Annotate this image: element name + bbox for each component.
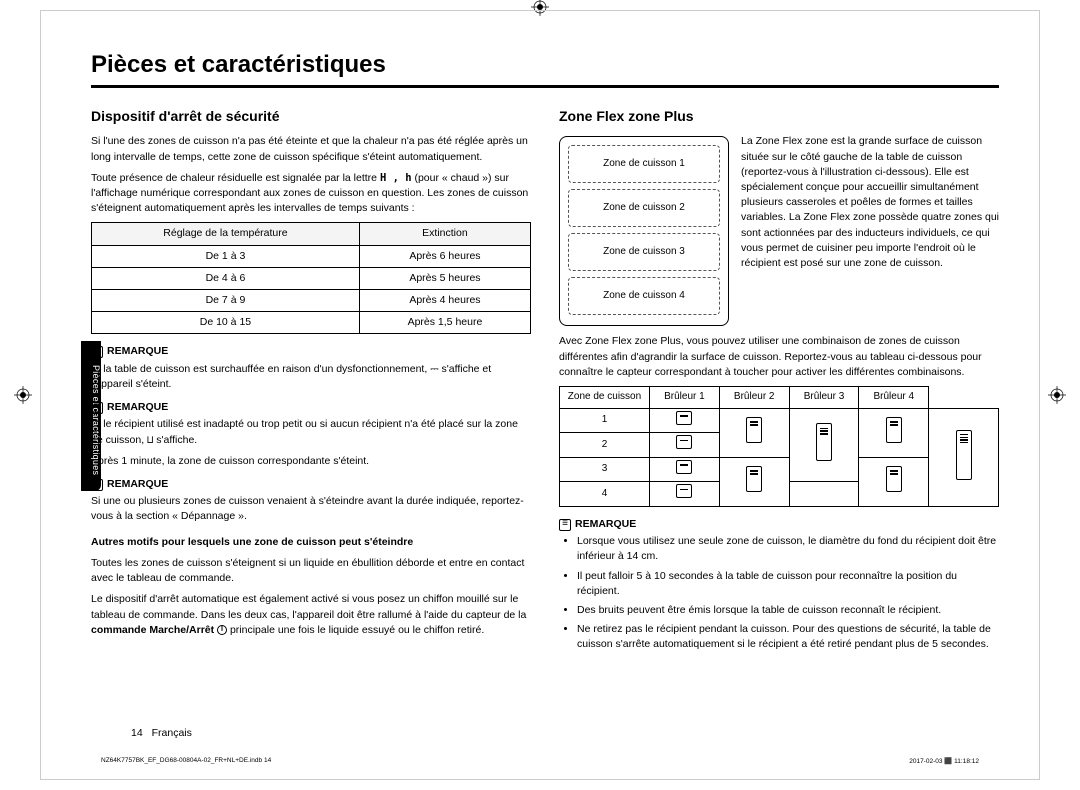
right-column: Zone Flex zone Plus Zone de cuisson 1 Zo… <box>559 106 999 657</box>
burner-icon <box>886 466 902 492</box>
burner-icon <box>676 411 692 425</box>
burner-table: Zone de cuisson Brûleur 1 Brûleur 2 Brûl… <box>559 386 999 507</box>
note-label-right: REMARQUE <box>559 517 999 532</box>
power-icon <box>217 625 227 635</box>
overheating-symbol: ⎓ <box>430 363 438 375</box>
note-3: Si une ou plusieurs zones de cuisson ven… <box>91 494 531 524</box>
bt-h2: Brûleur 2 <box>719 386 789 408</box>
footer-lang: Français <box>152 727 192 739</box>
t1-h2: Extinction <box>359 223 530 245</box>
doc-ref: NZ64K7757BK_EF_DG68-00804A-02_FR+NL+DE.i… <box>101 757 271 765</box>
bullet-3: Des bruits peuvent être émis lorsque la … <box>577 603 999 618</box>
manual-page: Pièces et caractéristiques Pièces et car… <box>40 10 1040 780</box>
note-icon <box>91 402 103 414</box>
page-number: 14 <box>131 727 143 739</box>
other-1: Toutes les zones de cuisson s'éteignent … <box>91 556 531 586</box>
burner-icon <box>676 460 692 474</box>
note-icon <box>559 519 571 531</box>
note-label-3: REMARQUE <box>91 477 531 492</box>
residual-heat-symbols: H , h <box>380 172 412 184</box>
zone-cell-1: Zone de cuisson 1 <box>568 145 720 183</box>
page-title: Pièces et caractéristiques <box>91 51 999 88</box>
zone-cell-4: Zone de cuisson 4 <box>568 277 720 315</box>
right-bullets: Lorsque vous utilisez une seule zone de … <box>559 534 999 653</box>
note-icon <box>91 346 103 358</box>
print-footer: NZ64K7757BK_EF_DG68-00804A-02_FR+NL+DE.i… <box>101 757 979 765</box>
other-2: Le dispositif d'arrêt automatique est ég… <box>91 592 531 638</box>
bullet-2: Il peut falloir 5 à 10 secondes à la tab… <box>577 569 999 599</box>
note-label-1: REMARQUE <box>91 344 531 359</box>
zone-cell-2: Zone de cuisson 2 <box>568 189 720 227</box>
burner-icon <box>676 435 692 449</box>
shutoff-table: Réglage de la température Extinction De … <box>91 222 531 334</box>
note-icon <box>91 479 103 491</box>
left-column: Dispositif d'arrêt de sécurité Si l'une … <box>91 106 531 657</box>
zone-diagram: Zone de cuisson 1 Zone de cuisson 2 Zone… <box>559 136 729 326</box>
right-p2: Avec Zone Flex zone Plus, vous pouvez ut… <box>559 334 999 380</box>
note-2: Si le récipient utilisé est inadapté ou … <box>91 417 531 447</box>
bt-h1: Brûleur 1 <box>650 386 720 408</box>
bt-h4: Brûleur 4 <box>859 386 929 408</box>
print-timestamp: 2017-02-03 ⬛ 11:18:12 <box>909 757 979 765</box>
registration-mark-left <box>14 386 32 404</box>
burner-icon <box>816 423 832 461</box>
bullet-4: Ne retirez pas le récipient pendant la c… <box>577 622 999 652</box>
right-heading: Zone Flex zone Plus <box>559 106 999 126</box>
note-1: Si la table de cuisson est surchauffée e… <box>91 362 531 392</box>
burner-icon <box>676 484 692 498</box>
zone-cell-3: Zone de cuisson 3 <box>568 233 720 271</box>
other-heading: Autres motifs pour lesquels une zone de … <box>91 535 531 550</box>
registration-mark-right <box>1048 386 1066 404</box>
bt-h3: Brûleur 3 <box>789 386 859 408</box>
note-label-2: REMARQUE <box>91 400 531 415</box>
left-p1: Si l'une des zones de cuisson n'a pas ét… <box>91 134 531 164</box>
t1-h1: Réglage de la température <box>92 223 360 245</box>
note-2c: Après 1 minute, la zone de cuisson corre… <box>91 454 531 469</box>
burner-icon <box>746 466 762 492</box>
page-footer: 14 Français <box>131 727 192 739</box>
burner-icon <box>746 417 762 443</box>
left-heading: Dispositif d'arrêt de sécurité <box>91 106 531 126</box>
burner-icon <box>956 430 972 480</box>
burner-icon <box>886 417 902 443</box>
left-p2: Toute présence de chaleur résiduelle est… <box>91 171 531 217</box>
bt-h0: Zone de cuisson <box>560 386 650 408</box>
bullet-1: Lorsque vous utilisez une seule zone de … <box>577 534 999 564</box>
side-tab: Pièces et caractéristiques <box>81 341 101 491</box>
